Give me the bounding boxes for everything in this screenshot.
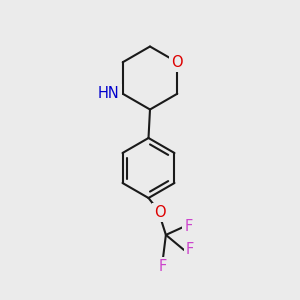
Text: HN: HN xyxy=(98,86,120,101)
Text: O: O xyxy=(172,55,183,70)
Text: F: F xyxy=(186,242,194,257)
Text: F: F xyxy=(184,219,193,234)
Text: O: O xyxy=(154,205,166,220)
Text: F: F xyxy=(159,259,167,274)
